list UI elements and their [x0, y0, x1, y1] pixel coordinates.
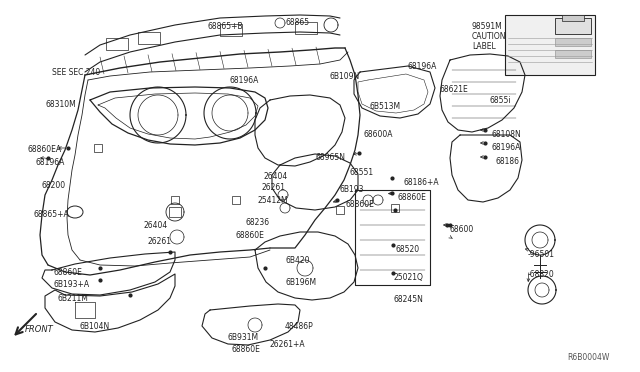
Text: 68520: 68520 — [396, 245, 420, 254]
Bar — [232, 196, 240, 204]
Text: 68108N: 68108N — [491, 130, 521, 139]
Text: 68196A: 68196A — [408, 62, 437, 71]
Bar — [171, 196, 179, 204]
Text: 6B196M: 6B196M — [285, 278, 316, 287]
Text: 26261: 26261 — [262, 183, 286, 192]
Text: 6855i: 6855i — [490, 96, 511, 105]
Text: 26404: 26404 — [144, 221, 168, 230]
Text: 25021Q: 25021Q — [393, 273, 423, 282]
Bar — [391, 204, 399, 212]
Text: 6B513M: 6B513M — [370, 102, 401, 111]
Text: 6B420: 6B420 — [285, 256, 310, 265]
Text: 68865+B: 68865+B — [208, 22, 244, 31]
Text: 6B931M: 6B931M — [228, 333, 259, 342]
Text: 68860E: 68860E — [231, 345, 260, 354]
Bar — [562, 15, 584, 21]
Text: 26261+A: 26261+A — [270, 340, 306, 349]
Bar — [555, 38, 591, 46]
Text: SEE SEC 240: SEE SEC 240 — [52, 68, 100, 77]
Text: 68551: 68551 — [349, 168, 373, 177]
Text: 98591M: 98591M — [472, 22, 503, 31]
Bar — [138, 32, 160, 44]
Bar — [106, 38, 128, 50]
Bar — [169, 207, 181, 217]
Text: 68186+A: 68186+A — [404, 178, 440, 187]
Text: FRONT: FRONT — [25, 325, 54, 334]
Text: 68860EA: 68860EA — [28, 145, 62, 154]
Text: 68860E: 68860E — [345, 200, 374, 209]
Text: 68200: 68200 — [41, 181, 65, 190]
Text: 68860E: 68860E — [397, 193, 426, 202]
Text: 68236: 68236 — [245, 218, 269, 227]
Text: 68600A: 68600A — [363, 130, 392, 139]
Text: -96501: -96501 — [528, 250, 555, 259]
Bar — [295, 22, 317, 34]
Text: 48486P: 48486P — [285, 322, 314, 331]
Bar — [555, 18, 591, 34]
Text: 6B193+A: 6B193+A — [53, 280, 89, 289]
Text: LABEL: LABEL — [472, 42, 496, 51]
Text: 68965N: 68965N — [316, 153, 346, 162]
Bar — [220, 24, 242, 36]
Text: 68186: 68186 — [496, 157, 520, 166]
Text: 6B104N: 6B104N — [79, 322, 109, 331]
Bar — [555, 50, 591, 58]
Text: 26261: 26261 — [147, 237, 171, 246]
Text: 68860E: 68860E — [236, 231, 265, 240]
Text: 68600: 68600 — [449, 225, 473, 234]
Text: 26404: 26404 — [263, 172, 287, 181]
Bar — [505, 15, 595, 75]
Text: 68196A: 68196A — [491, 143, 520, 152]
Text: 6B109N: 6B109N — [330, 72, 360, 81]
Text: 68865: 68865 — [285, 18, 309, 27]
Text: 68245N: 68245N — [393, 295, 423, 304]
Text: 25412M: 25412M — [258, 196, 289, 205]
Text: 68860E: 68860E — [53, 268, 82, 277]
Text: -68820: -68820 — [528, 270, 555, 279]
Text: 6B193: 6B193 — [340, 185, 365, 194]
Text: 68310M: 68310M — [45, 100, 76, 109]
Text: 68621E: 68621E — [440, 85, 468, 94]
Text: 68196A: 68196A — [35, 158, 65, 167]
Text: 6B211M: 6B211M — [57, 294, 88, 303]
Text: 68196A: 68196A — [230, 76, 259, 85]
Bar — [94, 144, 102, 152]
Bar — [336, 206, 344, 214]
Text: R6B0004W: R6B0004W — [568, 353, 610, 362]
Text: 68865+A: 68865+A — [33, 210, 68, 219]
Text: CAUTION: CAUTION — [472, 32, 506, 41]
